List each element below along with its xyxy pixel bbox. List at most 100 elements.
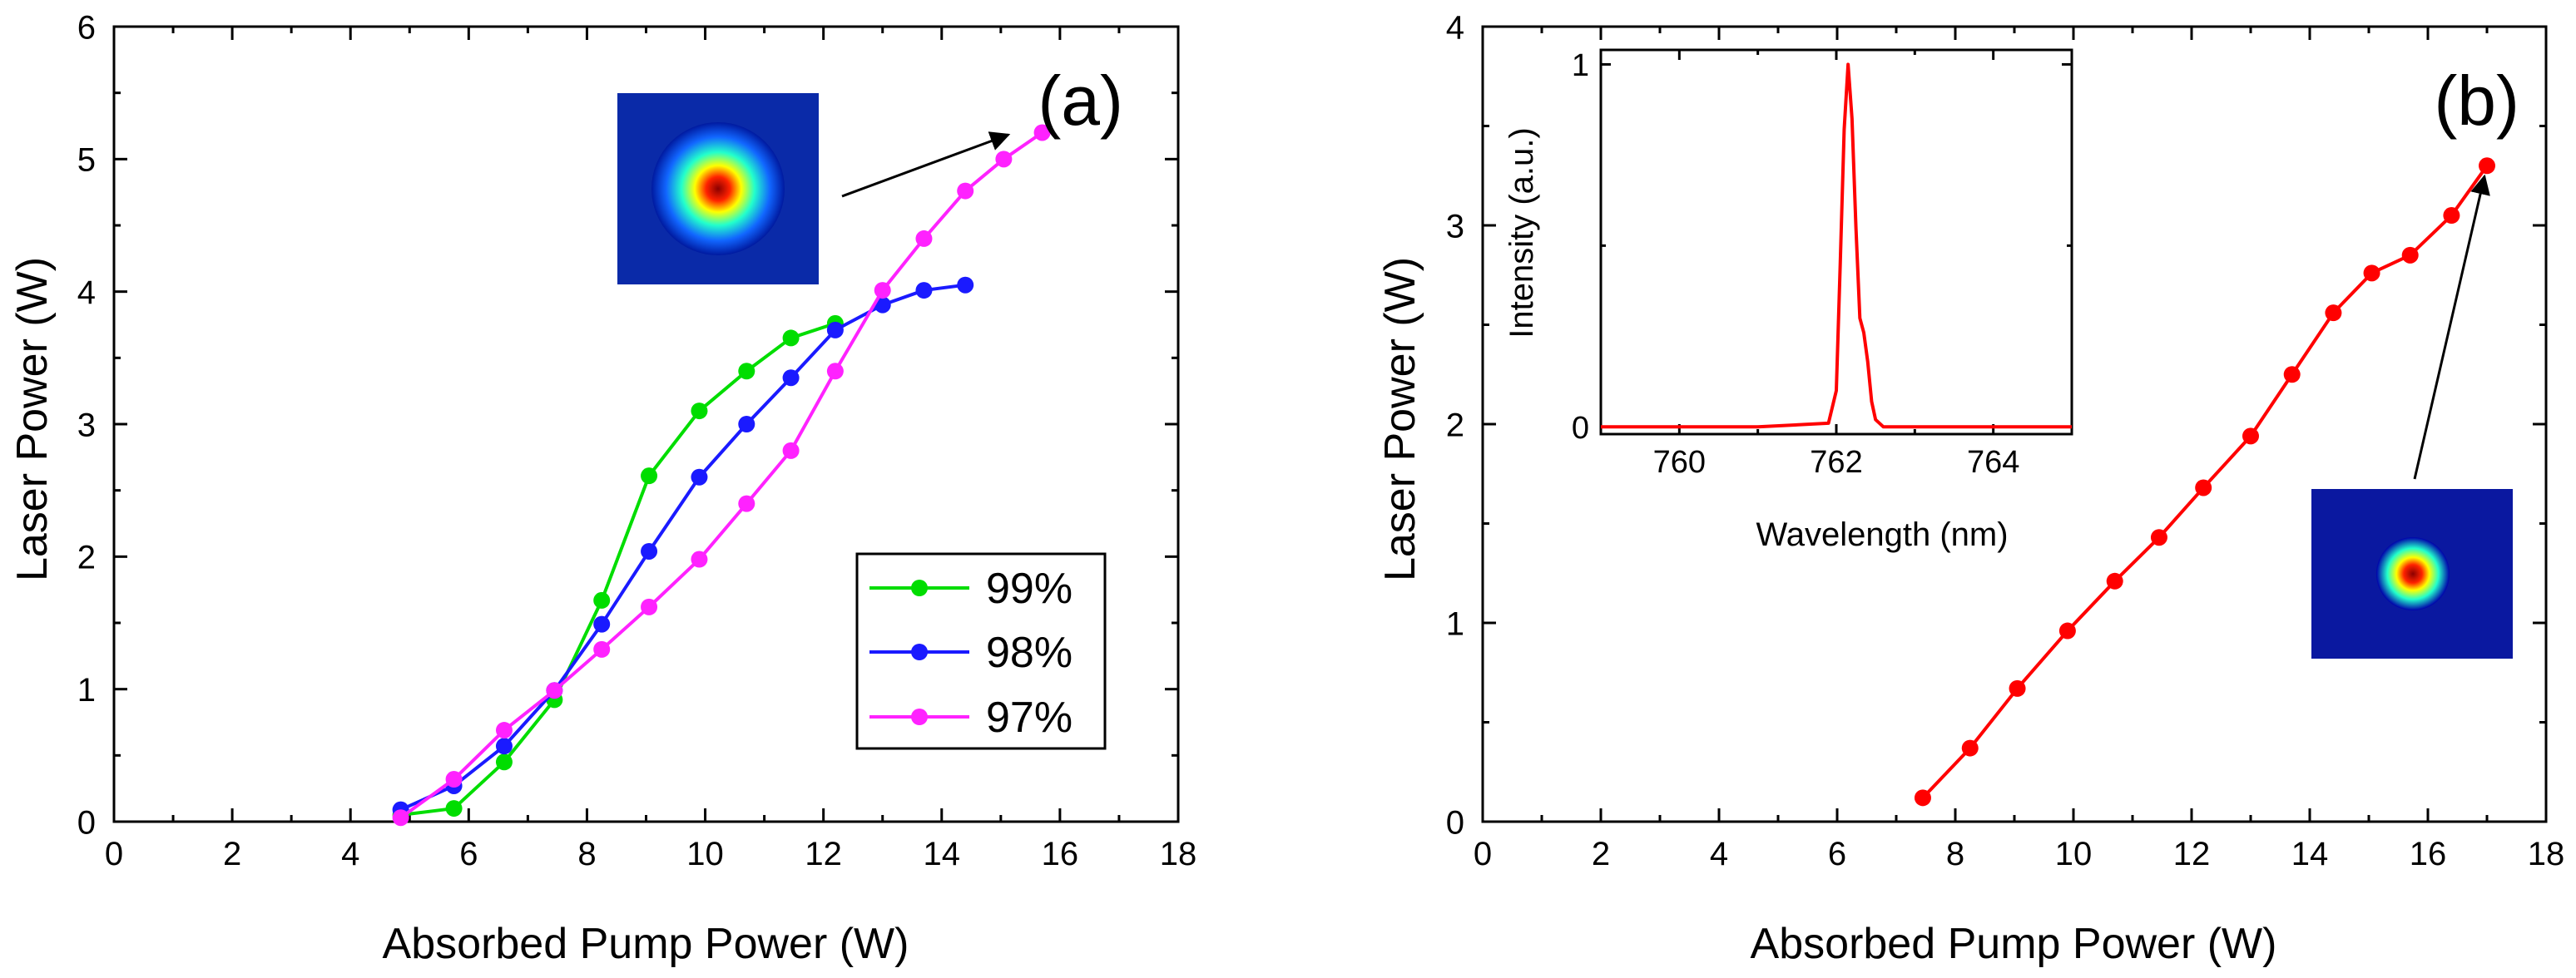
panel-a-series-1-point [641, 542, 658, 560]
legend-item-99: 99% [869, 565, 1073, 613]
panel-b-xtick-label: 16 [2410, 836, 2447, 872]
panel-a-series-line-0 [400, 322, 836, 817]
panel-a-series-2-point [995, 151, 1013, 168]
panel-b-series-0-point [2150, 529, 2167, 546]
legend-item-98: 98% [869, 629, 1073, 677]
panel-a-xtick-label: 10 [686, 836, 724, 872]
panel-b-ytick-label: 1 [1446, 605, 1464, 642]
panel-b-xtick-label: 8 [1946, 836, 1964, 872]
inset-xlabel: Wavelength (nm) [1756, 516, 2008, 553]
panel-a-xtick-label: 18 [1160, 836, 1197, 872]
panel-a-series-2-point [691, 551, 708, 568]
panel-a-series-0-point [691, 403, 708, 420]
panel-a-series-2-point [782, 442, 800, 459]
panel-b-series-0-point [2106, 572, 2123, 590]
panel-b-ytick-label: 2 [1446, 407, 1464, 443]
panel-a-ytick-label: 6 [77, 9, 96, 46]
legend-label-97: 97% [986, 694, 1073, 742]
panel-b-series-0-point [2283, 366, 2301, 383]
panel-a-series-2-point [495, 722, 513, 739]
panel-a-series-1-point [874, 296, 891, 314]
panel-a-series-2-point [392, 809, 409, 827]
panel-a-series-2-point [915, 230, 933, 247]
panel-a-series-1-point [691, 468, 708, 486]
panel-a-series-2-point [641, 598, 658, 615]
panel-a-ylabel: Laser Power (W) [8, 257, 57, 581]
panel-a-series-2-point [874, 282, 891, 299]
panel-b-series-0-point [2443, 207, 2460, 225]
panel-a-label: (a) [1038, 62, 1123, 140]
panel-a-series-0-point [641, 467, 658, 485]
legend-item-97: 97% [869, 694, 1073, 742]
panel-b-ytick-label: 4 [1446, 9, 1464, 46]
panel-b-series-0-point [2195, 479, 2212, 496]
panel-b-xtick-label: 6 [1828, 836, 1846, 872]
inset-ylabel: Intensity (a.u.) [1503, 127, 1540, 338]
panel-b-series-0-point [1914, 789, 1931, 807]
legend-label-98: 98% [986, 629, 1073, 677]
panel-a-xtick-label: 16 [1042, 836, 1079, 872]
panel-b-series-0-point [2242, 427, 2259, 445]
panel-b-xtick-label: 2 [1592, 836, 1610, 872]
panel-a-ytick-label: 4 [77, 274, 96, 311]
panel-a-series-2-point [445, 771, 463, 788]
panel-b-ylabel: Laser Power (W) [1376, 257, 1424, 581]
panel-a-xtick-label: 8 [577, 836, 596, 872]
panel-a-series-2-point [546, 682, 563, 699]
panel-b-xtick-label: 18 [2528, 836, 2565, 872]
panel-a-series-0-point [495, 753, 513, 771]
panel-a-series-0-point [782, 329, 800, 347]
panel-a-series-1-point [593, 615, 611, 633]
panel-a-xtick-label: 14 [924, 836, 961, 872]
inset-series-line-0 [1601, 62, 2072, 429]
panel-a-series-1-point [957, 276, 974, 294]
panel-a-xtick-label: 6 [459, 836, 478, 872]
panel-b-xtick-label: 10 [2055, 836, 2093, 872]
legend: 99% 98% 97% [855, 552, 1107, 750]
panel-b-xtick-label: 12 [2173, 836, 2211, 872]
panel-b-series-0-point [1961, 739, 1979, 757]
panel-b-series-0-point [2009, 679, 2026, 697]
panel-b-series-0-point [2363, 264, 2380, 282]
panel-a-series-1-point [495, 738, 513, 755]
panel-a-xtick-label: 4 [341, 836, 359, 872]
panel-a-ytick-label: 1 [77, 672, 96, 709]
panel-a-xlabel: Absorbed Pump Power (W) [383, 920, 909, 968]
panel-a-series-1-point [738, 416, 755, 432]
panel-b-xlabel: Absorbed Pump Power (W) [1751, 920, 2277, 968]
beam-profile-image-a [617, 93, 819, 284]
panel-a-ytick-label: 3 [77, 407, 96, 443]
panel-b-series-0-point [2479, 157, 2495, 175]
inset-xtick-label: 764 [1967, 445, 2019, 480]
panel-a-series-0-point [593, 591, 611, 609]
panel-a-ytick-label: 0 [77, 804, 96, 841]
panel-a-series-2-point [593, 640, 611, 658]
panel-a-xtick-label: 0 [105, 836, 123, 872]
panel-a-ytick-label: 5 [77, 142, 96, 179]
panel-b-ytick-label: 3 [1446, 208, 1464, 244]
panel-b-series-0-point [2058, 622, 2076, 640]
panel-a-series-2-point [826, 363, 844, 380]
beam-profile-image-b [2311, 489, 2513, 659]
annotation-arrow-b [2413, 174, 2490, 480]
panel-b-xtick-label: 4 [1710, 836, 1728, 872]
panel-b-xtick-label: 0 [1474, 836, 1492, 872]
panel-b-series-0-point [2401, 246, 2419, 264]
panel-a-series-2-point [738, 495, 755, 512]
panel-a-series-0-point [445, 800, 463, 817]
panel-a-series-0-point [738, 363, 755, 380]
panel-a-series-1-point [915, 282, 933, 299]
panel-a-series-1-point [782, 369, 800, 387]
panel-a-xtick-label: 2 [223, 836, 241, 872]
panel-b-series-0-point [2325, 304, 2342, 322]
panel-b-xtick-label: 14 [2291, 836, 2329, 872]
inset-xtick-label: 760 [1653, 445, 1706, 480]
panel-a-xtick-label: 12 [805, 836, 842, 872]
annotation-arrow-a [841, 131, 1011, 198]
inset-xtick-label: 762 [1810, 445, 1862, 480]
